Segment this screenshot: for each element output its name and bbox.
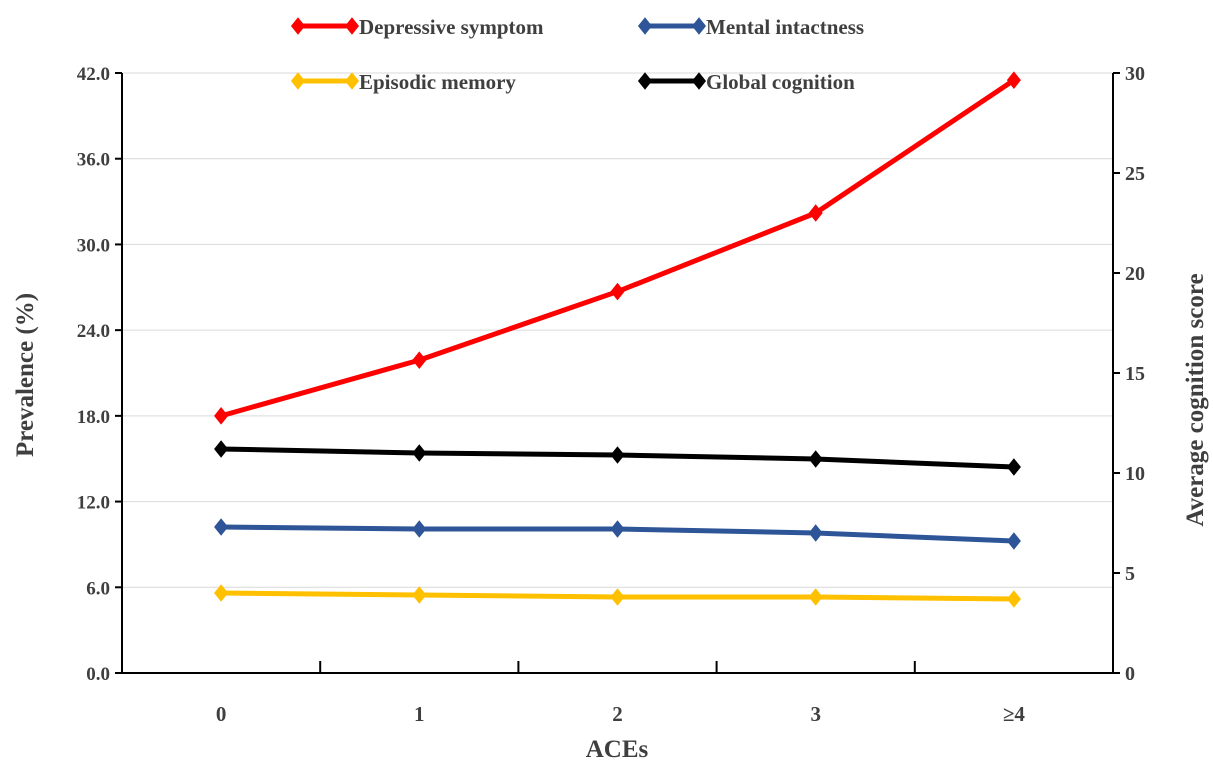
y-right-tick-label: 10 (1125, 463, 1145, 485)
y-left-tick-label: 12.0 (77, 493, 110, 514)
data-point-global-cognition (412, 444, 427, 462)
data-point-global-cognition (610, 446, 625, 464)
data-point-mental-intactness (1006, 532, 1021, 550)
y-right-tick-label: 20 (1125, 263, 1145, 285)
y-left-tick-label: 6.0 (86, 578, 110, 599)
y-axis-left-title: Prevalence (%) (12, 293, 39, 457)
data-point-mental-intactness (412, 520, 427, 538)
series-line-depressive-symptom (218, 77, 1017, 419)
y-left-tick-label: 24.0 (77, 321, 110, 342)
legend-label-depressive-symptom: Depressive symptom (359, 15, 544, 39)
data-point-mental-intactness (610, 520, 625, 538)
x-tick-label: 1 (414, 702, 425, 726)
data-point-depressive-symptom (610, 282, 625, 301)
y-right-tick-label: 30 (1125, 63, 1145, 85)
legend-marker-global-cognition (691, 72, 707, 90)
legend-marker-depressive-symptom (344, 17, 360, 35)
ticks: 0.06.012.018.024.030.036.042.00510152025… (77, 63, 1145, 726)
data-point-global-cognition (214, 440, 229, 458)
gridlines (122, 72, 1113, 588)
data-point-episodic-memory (610, 588, 625, 606)
legend-marker-global-cognition (637, 72, 653, 90)
legend-label-mental-intactness: Mental intactness (706, 15, 864, 39)
legend-marker-mental-intactness (637, 17, 653, 35)
data-point-depressive-symptom (214, 407, 229, 425)
data-point-depressive-symptom (808, 204, 823, 222)
y-right-tick-label: 0 (1125, 663, 1135, 685)
y-left-tick-label: 42.0 (77, 64, 110, 85)
x-axis-title: ACEs (586, 736, 649, 763)
data-point-episodic-memory (214, 584, 229, 602)
legend-label-episodic-memory: Episodic memory (359, 70, 516, 94)
y-right-tick-label: 25 (1125, 163, 1145, 185)
legend: Depressive symptom Mental intactness Episo… (290, 15, 864, 94)
data-point-global-cognition (808, 450, 823, 468)
y-right-tick-label: 15 (1125, 363, 1145, 385)
y-left-tick-label: 0.0 (86, 664, 110, 685)
axes (121, 73, 1114, 674)
data-point-episodic-memory (412, 586, 427, 604)
data-point-global-cognition (1006, 458, 1021, 476)
x-tick-label: 3 (810, 702, 821, 726)
y-left-tick-label: 36.0 (77, 150, 110, 171)
legend-marker-depressive-symptom (290, 17, 306, 35)
x-tick-label: 2 (612, 702, 623, 726)
series-lines (214, 71, 1021, 608)
data-point-episodic-memory (808, 588, 823, 606)
data-point-episodic-memory (1006, 590, 1021, 608)
data-point-mental-intactness (808, 524, 823, 542)
data-point-mental-intactness (214, 518, 229, 536)
legend-marker-mental-intactness (691, 17, 707, 35)
legend-label-global-cognition: Global cognition (706, 70, 855, 94)
data-point-depressive-symptom (412, 351, 427, 369)
y-axis-right-title: Average cognition score (1182, 273, 1209, 526)
x-tick-label: ≥4 (1003, 702, 1026, 726)
data-point-depressive-symptom (1006, 71, 1021, 89)
y-left-tick-label: 18.0 (77, 407, 110, 428)
x-tick-label: 0 (216, 702, 227, 726)
legend-marker-episodic-memory (344, 72, 360, 90)
legend-marker-episodic-memory (290, 72, 306, 90)
y-left-tick-label: 30.0 (77, 235, 110, 256)
y-right-tick-label: 5 (1125, 563, 1135, 585)
